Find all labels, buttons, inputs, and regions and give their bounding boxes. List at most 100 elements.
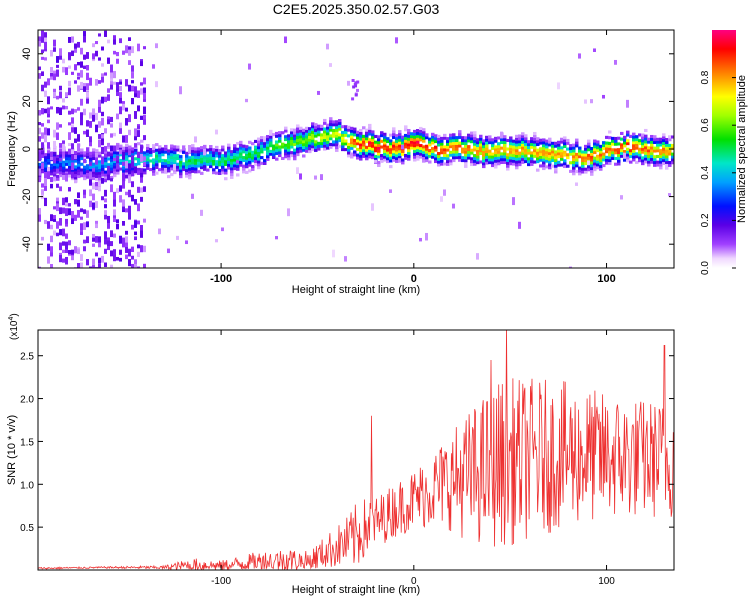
- heat-cell: [290, 131, 294, 135]
- noise-cell: [77, 248, 80, 255]
- heat-cell: [434, 148, 438, 152]
- heat-cell: [224, 162, 228, 166]
- heat-cell: [80, 174, 84, 178]
- heat-cell: [194, 153, 198, 157]
- noise-cell: [44, 90, 47, 97]
- heat-cell: [368, 138, 372, 142]
- heat-cell: [329, 134, 333, 138]
- noise-cell: [587, 160, 590, 166]
- heat-cell: [419, 129, 423, 133]
- noise-cell: [101, 117, 104, 126]
- heat-cell: [335, 128, 339, 132]
- noise-cell: [44, 32, 47, 38]
- heat-cell: [221, 165, 225, 169]
- heat-cell: [119, 153, 123, 157]
- noise-cell: [512, 197, 515, 206]
- heat-cell: [665, 158, 669, 162]
- noise-cell: [104, 204, 107, 209]
- heat-cell: [314, 145, 318, 150]
- heat-cell: [533, 140, 537, 144]
- heat-cell: [401, 158, 405, 162]
- noise-cell: [110, 116, 113, 123]
- heat-cell: [524, 159, 528, 164]
- noise-cell: [623, 152, 626, 159]
- heat-cell: [347, 134, 351, 138]
- heat-cell: [641, 139, 645, 143]
- noise-cell: [374, 159, 377, 163]
- heat-cell: [344, 139, 348, 143]
- heat-cell: [38, 165, 42, 169]
- noise-cell: [41, 132, 44, 139]
- heat-cell: [236, 161, 240, 166]
- heat-cell: [440, 136, 444, 140]
- snr-y-ticks: 0.51.01.52.02.5: [20, 352, 674, 534]
- heat-cell: [104, 150, 108, 154]
- heat-cell: [278, 136, 282, 140]
- heat-cell: [425, 144, 429, 148]
- heat-cell: [53, 168, 57, 172]
- noise-cell: [74, 138, 77, 143]
- heat-cell: [83, 177, 87, 181]
- heat-cell: [92, 162, 96, 166]
- heat-cell: [170, 155, 174, 159]
- noise-cell: [620, 195, 623, 200]
- heat-cell: [671, 155, 674, 159]
- noise-cell: [83, 239, 86, 244]
- heat-cell: [620, 154, 624, 158]
- heat-cell: [305, 135, 309, 139]
- noise-cell: [128, 248, 131, 257]
- heat-cell: [491, 146, 495, 150]
- noise-cell: [110, 241, 113, 247]
- heat-cell: [476, 141, 480, 145]
- heat-cell: [452, 138, 456, 143]
- heat-cell: [206, 157, 210, 161]
- heat-cell: [608, 161, 612, 165]
- heat-cell: [179, 172, 183, 176]
- heat-cell: [389, 156, 393, 160]
- heat-cell: [644, 134, 648, 138]
- noise-cell: [62, 241, 65, 246]
- heat-cell: [77, 152, 81, 156]
- noise-cell: [125, 236, 128, 243]
- heat-cell: [221, 156, 225, 161]
- heat-cell: [404, 139, 408, 143]
- noise-cell: [50, 224, 53, 230]
- heat-cell: [371, 130, 375, 134]
- noise-cell: [173, 164, 176, 171]
- heat-cell: [485, 135, 489, 139]
- heat-cell: [386, 151, 390, 155]
- heat-cell: [353, 127, 357, 131]
- heat-cell: [428, 149, 432, 153]
- heat-cell: [647, 160, 651, 164]
- noise-cell: [101, 96, 104, 104]
- noise-cell: [59, 48, 62, 56]
- heat-cell: [491, 158, 495, 162]
- snr-x-label: Height of straight line (km): [292, 584, 420, 596]
- noise-cell: [344, 256, 347, 262]
- noise-cell: [593, 48, 596, 52]
- noise-cell: [86, 98, 89, 104]
- heat-cell: [497, 162, 501, 166]
- heat-cell: [503, 140, 507, 144]
- heat-cell: [110, 161, 114, 165]
- noise-cell: [95, 41, 98, 45]
- noise-cell: [98, 184, 101, 192]
- heat-cell: [524, 148, 528, 152]
- figure-title: C2E5.2025.350.02.57.G03: [273, 1, 440, 17]
- noise-cell: [74, 179, 77, 184]
- noise-cell: [53, 73, 56, 81]
- heat-cell: [113, 165, 117, 169]
- noise-cell: [284, 36, 287, 44]
- noise-cell: [44, 81, 47, 88]
- heat-cell: [668, 143, 672, 147]
- heat-cell: [371, 133, 375, 137]
- noise-cell: [104, 96, 107, 103]
- heat-cell: [548, 140, 552, 144]
- heat-cell: [461, 138, 465, 143]
- heat-cell: [365, 140, 369, 144]
- colorbar-ticks: 0.00.20.40.60.8: [700, 70, 736, 275]
- heat-cell: [533, 137, 537, 141]
- heat-cell: [452, 147, 456, 151]
- noise-cell: [131, 80, 134, 84]
- heat-cell: [539, 141, 543, 145]
